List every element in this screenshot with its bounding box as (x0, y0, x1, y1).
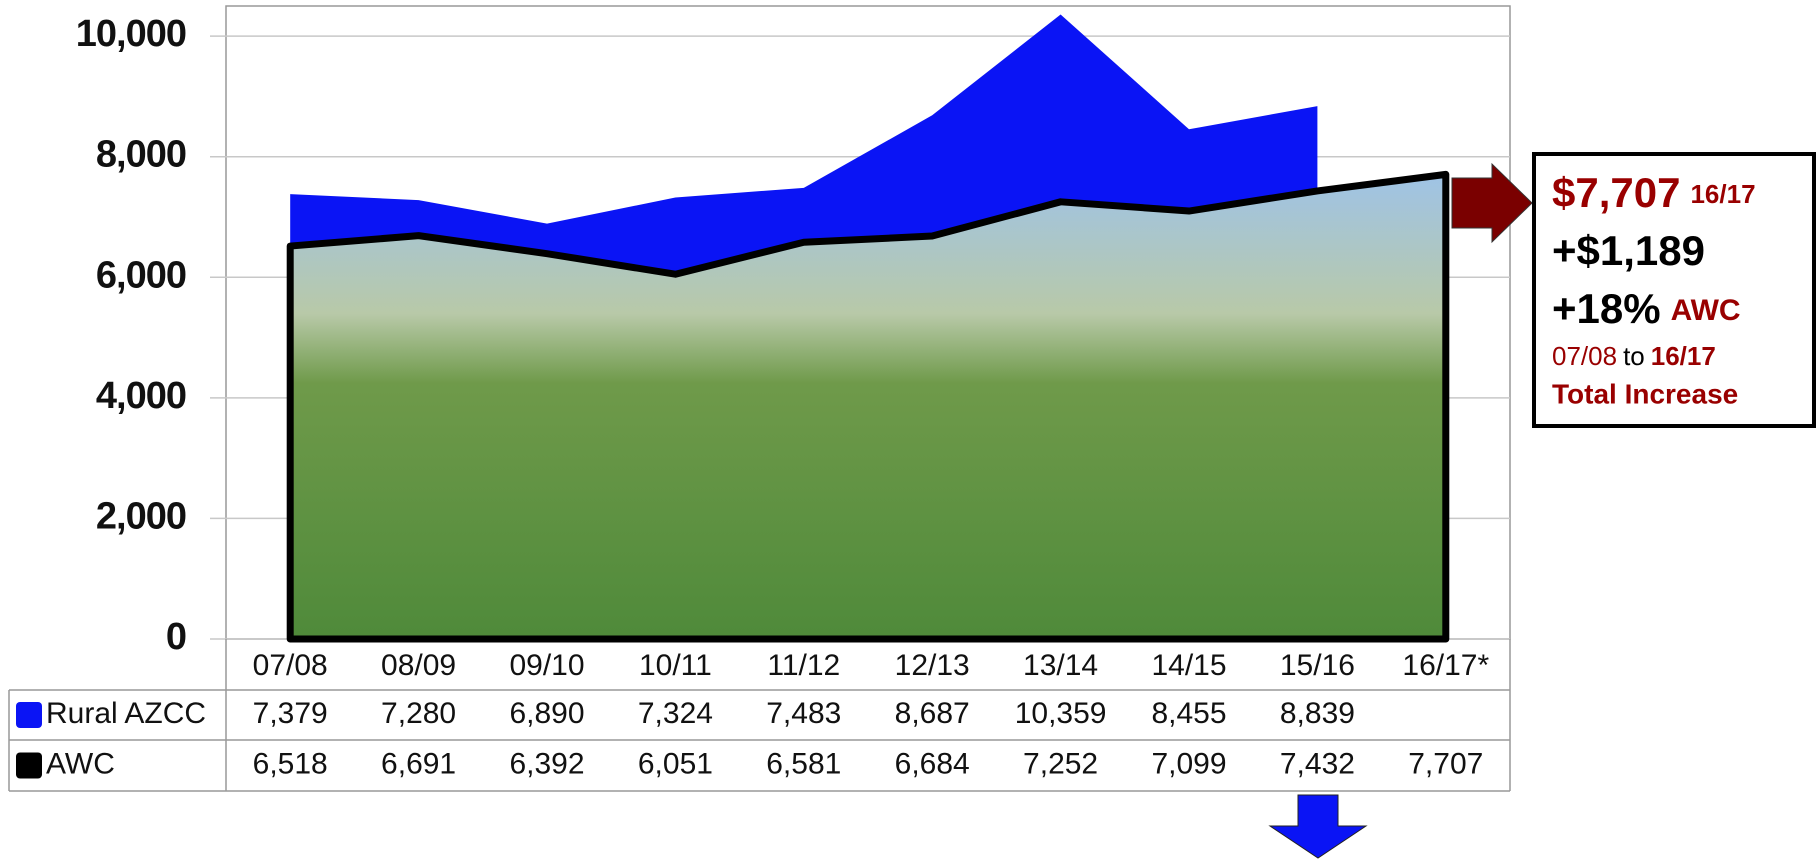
data-label: 8,839 (1280, 697, 1355, 730)
data-label: 6,051 (638, 747, 713, 780)
callout-text: +18% (1552, 285, 1661, 332)
callout-text: $7,707 (1552, 169, 1680, 216)
data-label: 8,455 (1151, 697, 1226, 730)
x-tick-label: 07/08 (253, 649, 328, 682)
x-tick-label: 16/17* (1402, 649, 1489, 682)
callout-arrow (1451, 162, 1533, 244)
y-tick-label: 6,000 (96, 254, 186, 296)
legend-swatch (16, 702, 42, 728)
data-label: 8,687 (895, 697, 970, 730)
x-tick-label: 10/11 (639, 649, 712, 682)
callout-text: 16/17 (1690, 179, 1755, 209)
y-tick-label: 2,000 (96, 495, 186, 537)
data-label: 7,324 (638, 697, 713, 730)
callout-text: AWC (1671, 294, 1741, 327)
y-tick-label: 10,000 (76, 13, 186, 55)
data-label: 6,684 (895, 747, 970, 780)
x-tick-label: 09/10 (509, 649, 584, 682)
callout-line: +18% AWC (1552, 285, 1741, 332)
callout-text: 07/08 (1552, 341, 1617, 371)
x-tick-label: 13/14 (1023, 649, 1098, 682)
x-tick-label: 15/16 (1280, 649, 1355, 682)
data-label: 7,379 (253, 697, 328, 730)
legend-label: Rural AZCC (46, 697, 206, 730)
legend-label: AWC (46, 747, 115, 780)
y-tick-label: 8,000 (96, 134, 186, 176)
data-label: 7,483 (766, 697, 841, 730)
callout-text: 16/17 (1651, 341, 1716, 371)
down-arrow (1268, 794, 1368, 859)
data-label: 7,280 (381, 697, 456, 730)
x-tick-label: 11/12 (767, 649, 840, 682)
data-label: 7,099 (1151, 747, 1226, 780)
data-label: 6,581 (766, 747, 841, 780)
callout-text: Total Increase (1552, 378, 1738, 409)
data-label: 6,392 (509, 747, 584, 780)
y-tick-label: 4,000 (96, 375, 186, 417)
data-label: 7,432 (1280, 747, 1355, 780)
x-tick-label: 12/13 (895, 649, 970, 682)
callout-line: 07/08 to 16/17 (1552, 341, 1716, 371)
y-tick-label: 0 (166, 616, 186, 658)
x-tick-label: 14/15 (1151, 649, 1226, 682)
callout-line: $7,707 16/17 (1552, 169, 1756, 216)
data-label: 7,707 (1408, 747, 1483, 780)
area (286, 170, 1450, 643)
callout-text: +$1,189 (1552, 227, 1705, 274)
callout-box (1532, 152, 1816, 428)
data-label: 10,359 (1015, 697, 1107, 730)
data-label: 6,890 (509, 697, 584, 730)
callout-text: to (1623, 341, 1645, 371)
data-label: 6,691 (381, 747, 456, 780)
data-label: 6,518 (253, 747, 328, 780)
data-label: 7,252 (1023, 747, 1098, 780)
legend-swatch (16, 752, 42, 779)
x-tick-label: 08/09 (381, 649, 456, 682)
